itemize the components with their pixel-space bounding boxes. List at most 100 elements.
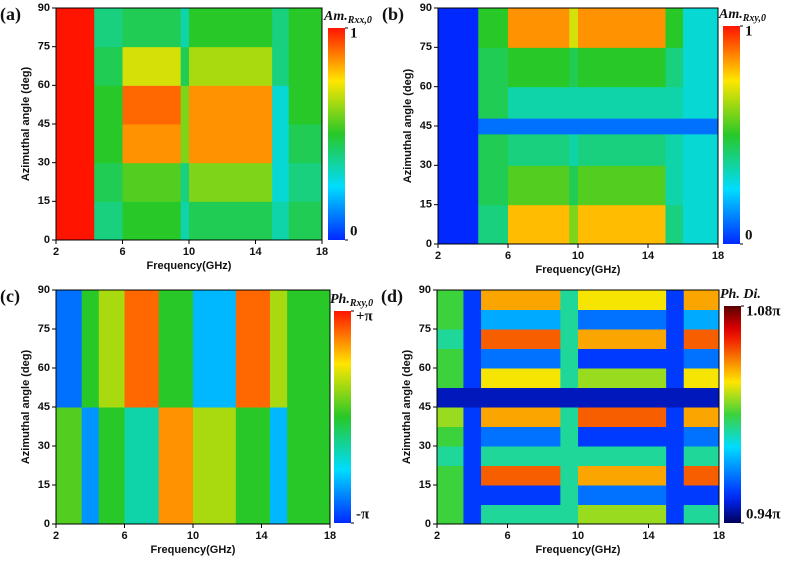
x-tick-label: 18 [713, 530, 725, 542]
y-tick-label: 45 [419, 401, 431, 413]
heatmap-cell [683, 504, 720, 525]
heatmap-cell [272, 162, 290, 202]
heatmap-cell [683, 118, 719, 135]
heatmap-cell [56, 85, 95, 125]
heatmap-cell [463, 504, 482, 525]
heatmap-cell [569, 118, 579, 135]
x-tick-label: 10 [187, 530, 199, 542]
colorbar [724, 306, 741, 523]
heatmap-cell [569, 47, 579, 88]
heatmap-cell [560, 309, 579, 330]
heatmap-cell [463, 446, 482, 466]
x-axis-label: Frequency(GHz) [536, 264, 621, 276]
x-tick-label: 6 [504, 530, 510, 542]
heatmap-cell [560, 387, 579, 408]
heatmap-cell [189, 162, 273, 202]
heatmap-cell [481, 407, 561, 427]
heatmap-cell [481, 368, 561, 388]
heatmap-cell [438, 47, 479, 88]
heatmap-cell [665, 165, 684, 206]
y-tick-label: 45 [420, 120, 432, 132]
heatmap-cell [158, 290, 194, 408]
y-tick-label: 60 [419, 362, 431, 374]
heatmap-cell [463, 309, 482, 330]
x-tick-label: 14 [249, 246, 262, 258]
heatmap-cell [478, 118, 509, 135]
y-tick-label: 0 [426, 238, 432, 250]
heatmap-cell [463, 368, 482, 388]
heatmap-cell [683, 348, 720, 369]
heatmap-cell [578, 387, 667, 408]
heatmap-cell [578, 329, 667, 349]
x-tick-label: 14 [642, 530, 655, 542]
heatmap-cell [578, 290, 667, 310]
heatmap-cell [481, 348, 561, 369]
y-tick-label: 75 [420, 41, 432, 53]
colorbar-tick-label: 1 [350, 25, 358, 41]
heatmap-cell [437, 290, 464, 310]
y-tick-label: 60 [420, 81, 432, 93]
heatmap-cell [180, 124, 190, 164]
heatmap-cell [122, 201, 182, 241]
heatmap-cell [94, 8, 123, 48]
x-axis-label: Frequency(GHz) [151, 544, 236, 556]
heatmap-cell [437, 465, 464, 486]
heatmap-cell [481, 446, 561, 466]
y-tick-label: 30 [38, 440, 50, 452]
heatmap-cell [437, 329, 464, 349]
heatmap-cell [578, 133, 666, 166]
heatmap-cell [288, 85, 323, 125]
x-tick-label: 2 [434, 530, 440, 542]
colorbar-title-main: Am. [323, 9, 348, 24]
heatmap-cell [578, 504, 667, 525]
y-tick-label: 15 [38, 195, 50, 207]
heatmap-cell [98, 407, 125, 525]
heatmap-cell [666, 348, 685, 369]
heatmap-cell [508, 47, 570, 88]
heatmap-cell [478, 133, 509, 166]
x-tick-label: 18 [316, 246, 328, 258]
heatmap-cell [560, 329, 579, 349]
heatmap-cell [666, 485, 685, 505]
x-axis-label: Frequency(GHz) [536, 544, 621, 556]
heatmap-cell [560, 504, 579, 525]
y-tick-label: 90 [38, 2, 50, 14]
heatmap-cell [272, 124, 290, 164]
panel-label: (c) [0, 286, 20, 307]
heatmap-cell [56, 8, 95, 48]
heatmap-cell [437, 368, 464, 388]
y-axis-label: Azimuthal angle (deg) [20, 67, 32, 182]
y-tick-label: 0 [425, 518, 431, 530]
heatmap-cell [56, 290, 83, 408]
heatmap-cell [437, 504, 464, 525]
heatmap-cell [437, 348, 464, 369]
y-tick-label: 30 [420, 159, 432, 171]
heatmap-cell [578, 86, 666, 119]
heatmap-cell [683, 8, 719, 48]
heatmap-cell [193, 407, 237, 525]
heatmap-cell [683, 387, 720, 408]
heatmap-cell [569, 133, 579, 166]
heatmap-cell [463, 465, 482, 486]
heatmap-cell [122, 162, 182, 202]
heatmap-cell [272, 46, 290, 86]
heatmap-cell [272, 8, 290, 48]
heatmap-cell [508, 118, 570, 135]
heatmap-cell [508, 204, 570, 245]
heatmap-cell [94, 85, 123, 125]
heatmap-cell [463, 485, 482, 505]
heatmap-cell [478, 8, 509, 48]
heatmap-cell [578, 47, 666, 88]
heatmap-cell [189, 201, 273, 241]
heatmap-cell [270, 290, 288, 408]
heatmap-cell [189, 8, 273, 48]
heatmap-cell [235, 407, 271, 525]
y-tick-label: 90 [38, 284, 50, 296]
heatmap-cell [666, 504, 685, 525]
heatmap-cell [683, 407, 720, 427]
x-tick-label: 6 [505, 250, 511, 262]
heatmap-cell [463, 407, 482, 427]
heatmap-cell [481, 426, 561, 447]
heatmap-cell [180, 162, 190, 202]
y-axis-label: Azimuthal angle (deg) [401, 350, 413, 465]
